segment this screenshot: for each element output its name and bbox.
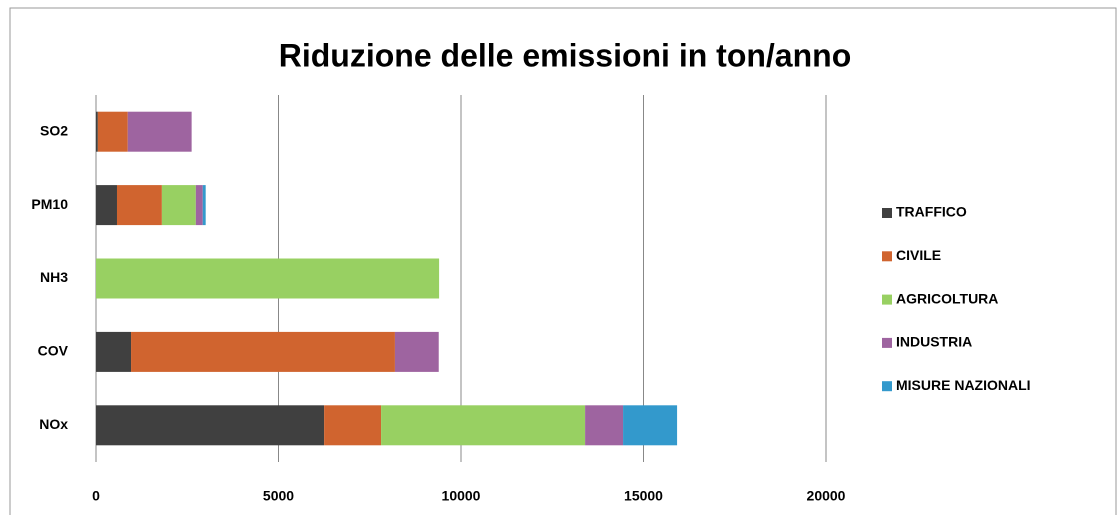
legend-swatch bbox=[882, 251, 892, 262]
y-tick-label: NH3 bbox=[40, 269, 68, 285]
legend-label: INDUSTRIA bbox=[896, 334, 972, 350]
x-tick-label: 0 bbox=[92, 488, 100, 504]
legend-label: MISURE NAZIONALI bbox=[896, 377, 1031, 393]
x-tick-label: 5000 bbox=[263, 488, 294, 504]
legend-swatch bbox=[882, 337, 892, 348]
bar-segment bbox=[97, 111, 128, 152]
bar-segment bbox=[202, 185, 206, 226]
legend-label: TRAFFICO bbox=[896, 204, 967, 220]
legend-swatch bbox=[882, 208, 892, 218]
x-tick-label: 15000 bbox=[624, 488, 663, 504]
y-tick-label: SO2 bbox=[40, 122, 68, 138]
legend-swatch bbox=[882, 381, 892, 392]
legend-label: CIVILE bbox=[896, 247, 941, 263]
bar-segment bbox=[623, 405, 678, 446]
bar-segment bbox=[324, 405, 382, 446]
y-tick-label: COV bbox=[38, 343, 69, 359]
bar-segment bbox=[96, 185, 117, 226]
bar-segment bbox=[96, 258, 440, 299]
x-tick-label: 10000 bbox=[442, 488, 481, 504]
chart-title: Riduzione delle emissioni in ton/anno bbox=[279, 37, 851, 73]
legend-label: AGRICOLTURA bbox=[896, 290, 998, 306]
bar-segment bbox=[381, 405, 586, 446]
y-tick-label: PM10 bbox=[31, 196, 68, 212]
bar-segment bbox=[127, 111, 192, 152]
bar-segment bbox=[96, 111, 98, 152]
bar-segment bbox=[394, 331, 439, 372]
legend-swatch bbox=[882, 294, 892, 305]
bar-segment bbox=[195, 185, 203, 226]
bar-segment bbox=[131, 331, 395, 372]
bar-segment bbox=[96, 405, 325, 446]
bar-segment bbox=[96, 331, 132, 372]
y-tick-label: NOx bbox=[39, 416, 68, 432]
bar-segment bbox=[161, 185, 196, 226]
bar-segment bbox=[585, 405, 624, 446]
bar-segment bbox=[116, 185, 162, 226]
x-tick-label: 20000 bbox=[807, 488, 846, 504]
